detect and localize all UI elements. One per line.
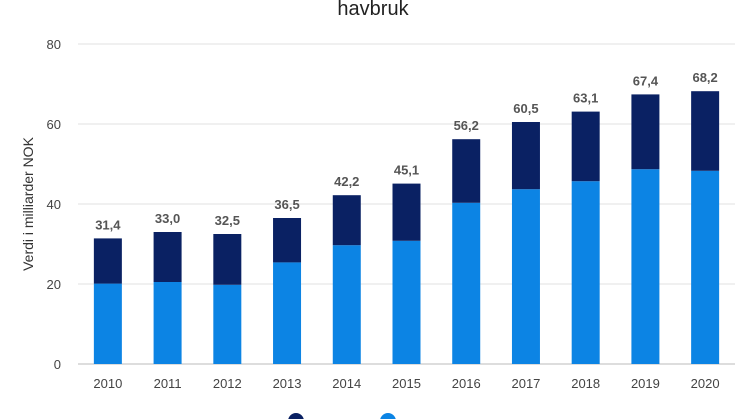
data-label-total: 42,2 — [334, 174, 359, 189]
legend-marker-series-1 — [380, 413, 396, 419]
data-label-total: 45,1 — [394, 163, 419, 178]
data-label-total: 31,4 — [95, 217, 121, 232]
y-tick-label: 60 — [47, 117, 61, 132]
data-label-total: 32,5 — [215, 213, 240, 228]
bar-segment-series-2 — [452, 139, 481, 203]
x-tick-label: 2020 — [691, 376, 720, 391]
x-tick-label: 2019 — [631, 376, 660, 391]
y-axis-label: Verdi i milliarder NOK — [20, 136, 36, 270]
bar-segment-series-2 — [273, 218, 302, 263]
legend — [288, 413, 396, 419]
axis-ticks: 0 20 40 60 80 2010 2011 2012 2013 2014 2015 2016 201… — [47, 37, 720, 391]
bar-segment-series-1 — [691, 170, 720, 364]
data-label-total: 60,5 — [513, 101, 538, 116]
bar-segment-series-2 — [511, 122, 540, 190]
y-tick-label: 0 — [54, 357, 61, 372]
bar-segment-series-1 — [332, 245, 361, 364]
bar-segment-series-1 — [213, 284, 242, 364]
x-tick-label: 2012 — [213, 376, 242, 391]
x-tick-label: 2011 — [154, 376, 182, 391]
data-label-total: 33,0 — [155, 211, 180, 226]
y-tick-label: 20 — [47, 277, 61, 292]
bar-segment-series-1 — [153, 282, 182, 364]
bar-segment-series-1 — [571, 181, 600, 364]
bar-segment-series-2 — [213, 234, 242, 285]
bar-segment-series-1 — [273, 262, 302, 364]
bar-segment-series-2 — [93, 238, 122, 284]
y-tick-label: 80 — [47, 37, 61, 52]
x-tick-label: 2013 — [273, 376, 302, 391]
data-labels: 31,4 33,0 32,5 36,5 42,2 45,1 56,2 60,5 63,1 67,4… — [95, 70, 718, 232]
data-label-total: 63,1 — [573, 91, 598, 106]
x-tick-label: 2018 — [571, 376, 600, 391]
data-label-total: 68,2 — [692, 70, 717, 85]
bar-segment-series-2 — [332, 195, 361, 246]
x-tick-label: 2016 — [452, 376, 481, 391]
bar-segment-series-2 — [153, 232, 182, 282]
data-label-total: 56,2 — [454, 118, 479, 133]
bar-segment-series-2 — [571, 111, 600, 182]
bars — [93, 91, 720, 364]
x-tick-label: 2010 — [93, 376, 122, 391]
chart-title: havbruk — [337, 0, 409, 20]
data-label-total: 36,5 — [274, 197, 299, 212]
x-tick-label: 2014 — [332, 376, 361, 391]
bar-segment-series-1 — [93, 283, 122, 364]
bar-segment-series-1 — [631, 169, 660, 364]
bar-segment-series-1 — [511, 189, 540, 364]
y-tick-label: 40 — [47, 197, 61, 212]
bar-segment-series-1 — [392, 240, 421, 364]
data-label-total: 67,4 — [633, 73, 659, 88]
bar-segment-series-1 — [452, 202, 481, 364]
bar-segment-series-2 — [631, 94, 660, 170]
x-tick-label: 2017 — [511, 376, 540, 391]
legend-marker-series-2 — [288, 413, 304, 419]
bar-segment-series-2 — [392, 183, 421, 241]
x-tick-label: 2015 — [392, 376, 421, 391]
bar-segment-series-2 — [691, 91, 720, 171]
